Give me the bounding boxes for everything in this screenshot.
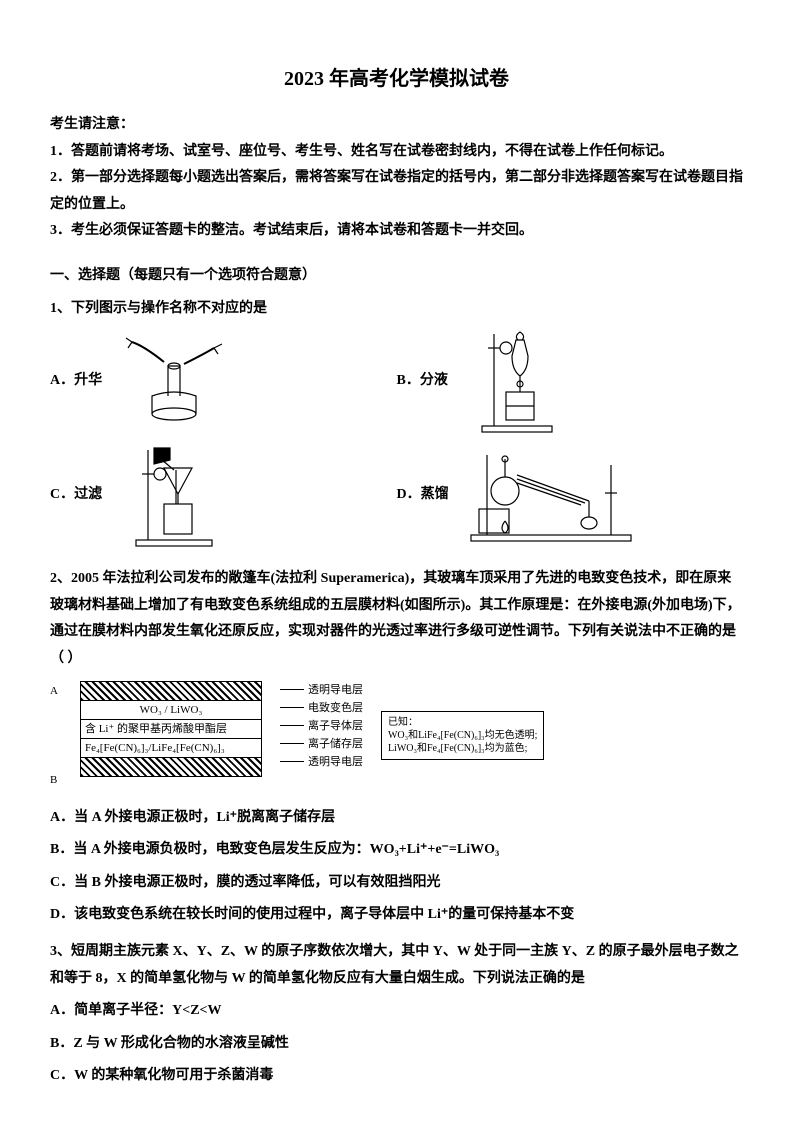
preface-1: 1．答题前请将考场、试室号、座位号、考生号、姓名写在试卷密封线内，不得在试卷上作…	[50, 139, 743, 166]
q3-stem: 3、短周期主族元素 X、Y、Z、W 的原子序数依次增大，其中 Y、W 处于同一主…	[50, 939, 743, 992]
layer-label-4: 离子储存层	[280, 735, 363, 753]
preface-2: 2．第一部分选择题每小题选出答案后，需将答案写在试卷指定的括号内，第二部分非选择…	[50, 165, 743, 218]
q2-opt-b: B．当 A 外接电源负极时，电致变色层发生反应为：WO₃+Li⁺+e⁻=LiWO…	[50, 837, 743, 864]
page-title: 2023 年高考化学模拟试卷	[50, 60, 743, 98]
note-line-3: LiWO₃和Fe₄[Fe(CN)₆]₃均为蓝色;	[388, 742, 537, 755]
preface-3: 3．考生必须保证答题卡的整洁。考试结束后，请将本试卷和答题卡一并交回。	[50, 218, 743, 245]
layer-row-4: Fe₄[Fe(CN)₆]₃/LiFe₄[Fe(CN)₆]₃	[81, 739, 261, 758]
section1-head: 一、选择题（每题只有一个选项符合题意）	[50, 263, 743, 290]
filtration-diagram	[114, 440, 234, 550]
note-line-2: WO₃和LiFe₄[Fe(CN)₆]₃均无色透明;	[388, 729, 537, 742]
distillation-diagram	[461, 445, 641, 545]
q1-opt-b-label: B．分液	[397, 368, 448, 395]
sublimation-diagram	[114, 336, 234, 426]
q2-opt-a: A．当 A 外接电源正极时，Li⁺脱离离子储存层	[50, 805, 743, 832]
note-line-1: 已知：	[388, 716, 537, 729]
layer-row-5	[81, 758, 261, 776]
layer-b-mark: B	[50, 770, 58, 791]
q1-opt-c-label: C．过滤	[50, 482, 102, 509]
q1-opt-a-label: A．升华	[50, 368, 102, 395]
layer-row-3: 含 Li⁺ 的聚甲基丙烯酸甲酯层	[81, 720, 261, 739]
preface-head: 考生请注意：	[50, 112, 743, 139]
layer-label-3: 离子导体层	[280, 717, 363, 735]
q3-opt-b: B．Z 与 W 形成化合物的水溶液呈碱性	[50, 1031, 743, 1058]
layer-row-2: WO₃ / LiWO₃	[81, 701, 261, 720]
separating-funnel-diagram	[460, 326, 580, 436]
q3-opt-a: A．简单离子半径：Y<Z<W	[50, 998, 743, 1025]
layer-label-5: 透明导电层	[280, 753, 363, 771]
q2-stem: 2、2005 年法拉利公司发布的敞篷车(法拉利 Superamerica)，其玻…	[50, 566, 743, 672]
q2-opt-d: D．该电致变色系统在较长时间的使用过程中，离子导体层中 Li⁺的量可保持基本不变	[50, 902, 743, 929]
q1-opt-d-label: D．蒸馏	[397, 482, 449, 509]
layer-label-2: 电致变色层	[280, 699, 363, 717]
layer-label-1: 透明导电层	[280, 681, 363, 699]
q2-opt-c: C．当 B 外接电源正极时，膜的透过率降低，可以有效阻挡阳光	[50, 870, 743, 897]
layer-row-1	[81, 682, 261, 701]
q3-opt-c: C．W 的某种氧化物可用于杀菌消毒	[50, 1063, 743, 1090]
q1-stem: 1、下列图示与操作名称不对应的是	[50, 296, 743, 323]
electrochromic-layer-diagram: A B WO₃ / LiWO₃ 含 Li⁺ 的聚甲基丙烯酸甲酯层 Fe₄[Fe(…	[50, 681, 743, 791]
layer-note-box: 已知： WO₃和LiFe₄[Fe(CN)₆]₃均无色透明; LiWO₃和Fe₄[…	[381, 711, 544, 760]
layer-a-mark: A	[50, 681, 58, 702]
